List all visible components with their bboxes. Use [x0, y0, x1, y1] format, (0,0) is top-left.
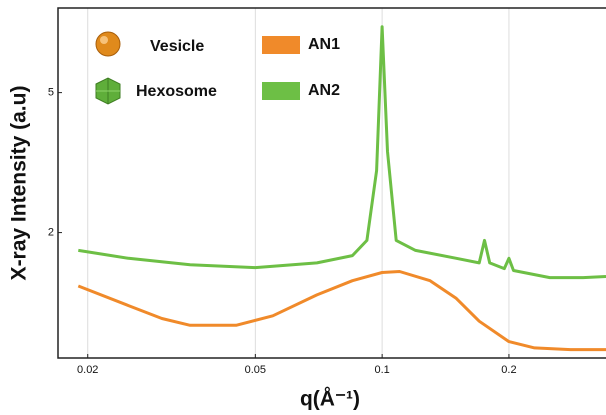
data-line [77, 270, 606, 352]
y-tick-label: 2 [48, 226, 54, 238]
y-tick-label: 5 [48, 87, 54, 99]
vesicle-icon [95, 31, 121, 57]
x-tick-label: 0.1 [374, 364, 389, 376]
legend-label: AN1 [308, 36, 340, 53]
legend-swatch [262, 36, 300, 54]
x-axis-label: q(Å⁻¹) [300, 387, 360, 411]
annotation: Vesicle [150, 38, 204, 55]
vesicle-icon-shine [100, 36, 108, 44]
legend-label: AN2 [308, 82, 340, 99]
x-tick-label: 0.2 [501, 364, 516, 376]
legend: Vesicle Hexosome [95, 31, 217, 105]
plot-frame [57, 7, 606, 359]
annotation: Hexosome [136, 83, 217, 100]
hexosome-icon [95, 77, 121, 105]
x-tick-label: 0.05 [245, 364, 266, 376]
x-tick-label: 0.02 [77, 364, 98, 376]
legend-swatch [262, 82, 300, 100]
y-axis-label: X-ray Intensity (a.u) [8, 86, 31, 281]
data-line [78, 25, 606, 280]
